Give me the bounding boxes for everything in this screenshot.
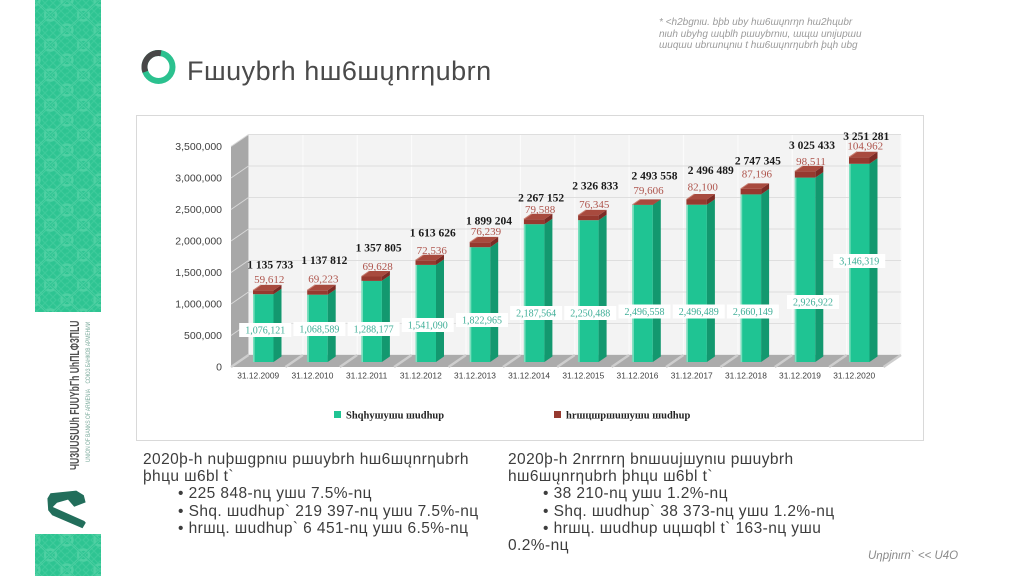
- svg-text:2,000,000: 2,000,000: [175, 236, 222, 248]
- svg-text:31.12.2019: 31.12.2019: [779, 371, 821, 381]
- svg-text:98,511: 98,511: [796, 156, 826, 168]
- svg-text:2 496 489: 2 496 489: [688, 165, 734, 177]
- svg-text:2,500,000: 2,500,000: [175, 204, 222, 216]
- svg-text:1,541,090: 1,541,090: [408, 321, 448, 332]
- svg-text:31.12.2020: 31.12.2020: [833, 371, 875, 381]
- svg-text:2 747 345: 2 747 345: [735, 156, 781, 168]
- svg-text:31.12.2012: 31.12.2012: [400, 371, 442, 381]
- svg-text:1,822,965: 1,822,965: [462, 316, 502, 327]
- svg-text:31.12.2017: 31.12.2017: [671, 371, 713, 381]
- svg-text:69,223: 69,223: [308, 273, 339, 285]
- svg-text:79,606: 79,606: [633, 185, 664, 197]
- svg-text:3,000,000: 3,000,000: [175, 173, 222, 185]
- svg-text:31.12.2015: 31.12.2015: [562, 371, 604, 381]
- svg-text:0: 0: [216, 362, 222, 374]
- svg-text:31.12.2010: 31.12.2010: [291, 371, 333, 381]
- svg-text:31.12.2009: 31.12.2009: [237, 371, 279, 381]
- svg-text:31.12.2011: 31.12.2011: [346, 371, 388, 381]
- svg-text:72,536: 72,536: [417, 245, 448, 257]
- svg-text:31.12.2014: 31.12.2014: [508, 371, 550, 381]
- svg-text:1 135 733: 1 135 733: [247, 260, 293, 272]
- svg-text:500,000: 500,000: [184, 330, 222, 342]
- svg-text:2 267 152: 2 267 152: [518, 192, 564, 204]
- svg-text:59,612: 59,612: [254, 274, 284, 286]
- svg-text:1,068,589: 1,068,589: [299, 325, 339, 336]
- svg-text:76,345: 76,345: [579, 199, 610, 211]
- svg-text:3 251 281: 3 251 281: [843, 131, 889, 143]
- svg-text:2,496,489: 2,496,489: [679, 307, 719, 318]
- svg-text:87,196: 87,196: [742, 169, 773, 181]
- svg-text:2,250,488: 2,250,488: [570, 309, 610, 320]
- svg-text:2,187,564: 2,187,564: [516, 309, 556, 320]
- svg-text:79,588: 79,588: [525, 204, 556, 216]
- svg-text:104,962: 104,962: [847, 141, 883, 153]
- svg-text:31.12.2018: 31.12.2018: [725, 371, 767, 381]
- svg-text:3,500,000: 3,500,000: [175, 141, 222, 153]
- svg-text:2,926,922: 2,926,922: [793, 298, 833, 309]
- svg-text:76,239: 76,239: [471, 226, 502, 238]
- svg-text:2 493 558: 2 493 558: [632, 171, 678, 183]
- svg-text:69,628: 69,628: [362, 261, 393, 273]
- svg-text:2,660,149: 2,660,149: [733, 307, 773, 318]
- svg-text:1,000,000: 1,000,000: [175, 299, 222, 311]
- svg-text:hrшцшpшuшyшu шudhup: hrшцшpшuшyшu шudhup: [566, 411, 690, 422]
- svg-text:82,100: 82,100: [688, 182, 719, 194]
- svg-text:1,288,177: 1,288,177: [354, 325, 394, 336]
- svg-text:1 357 805: 1 357 805: [356, 243, 402, 255]
- svg-text:1 613 626: 1 613 626: [410, 227, 456, 239]
- svg-text:ЧU3UUSUUh FUUYbΓh UhΠLФ3ΠLU: ЧU3UUSUUh FUUYbΓh UhΠLФ3ΠLU: [68, 321, 82, 470]
- svg-text:2 326 833: 2 326 833: [572, 181, 618, 193]
- svg-text:UNION OF BANKS OF ARMENIA С: UNION OF BANKS OF ARMENIA СОЮЗ БАНКОВ АР…: [86, 322, 93, 462]
- svg-text:1,500,000: 1,500,000: [175, 267, 222, 279]
- svg-text:1 137 812: 1 137 812: [301, 255, 347, 267]
- svg-text:1 899 204: 1 899 204: [466, 216, 512, 228]
- svg-text:Shqhyшyшu шudhup: Shqhyшyшu шudhup: [346, 411, 444, 422]
- svg-text:2,496,558: 2,496,558: [625, 307, 665, 318]
- svg-text:31.12.2013: 31.12.2013: [454, 371, 496, 381]
- svg-text:1,076,121: 1,076,121: [245, 326, 285, 337]
- svg-text:3,146,319: 3,146,319: [839, 257, 879, 268]
- svg-text:3 025 433: 3 025 433: [789, 140, 835, 152]
- svg-text:31.12.2016: 31.12.2016: [617, 371, 659, 381]
